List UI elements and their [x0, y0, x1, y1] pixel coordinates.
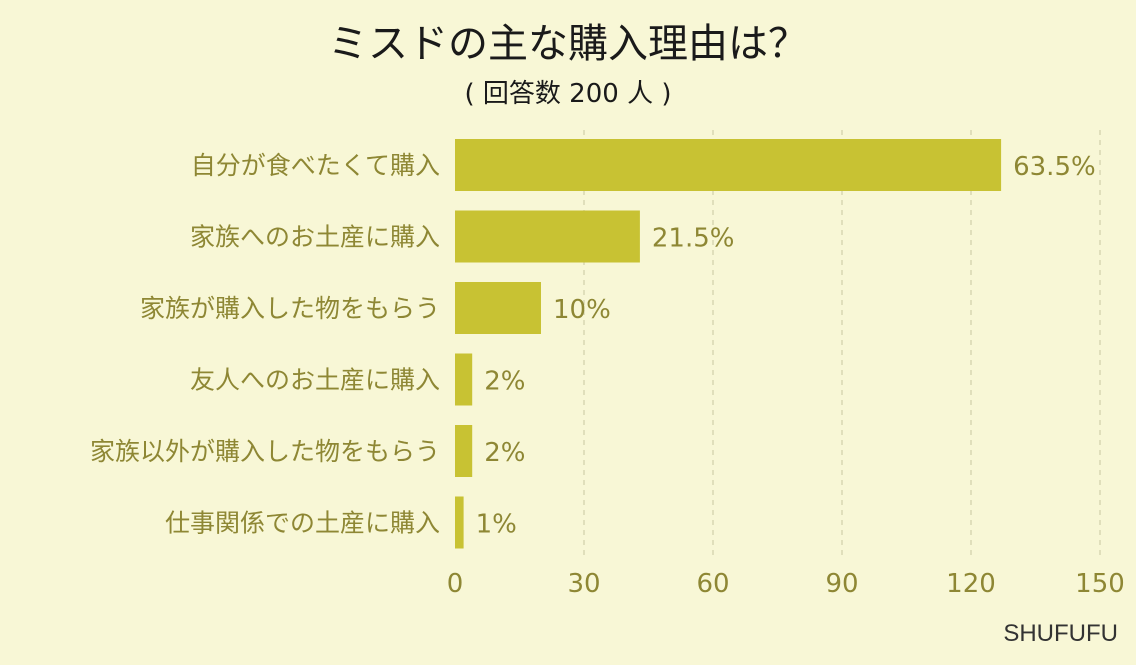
bar: [455, 425, 473, 477]
value-label: 63.5%: [1013, 152, 1096, 182]
category-labels: 自分が食べたくて購入家族へのお土産に購入家族が購入した物をもらう友人へのお土産に…: [90, 151, 440, 538]
x-tick-label: 90: [825, 569, 858, 599]
category-label: 家族以外が購入した物をもらう: [90, 437, 440, 466]
bar: [455, 210, 640, 263]
category-label: 家族が購入した物をもらう: [140, 294, 440, 323]
x-tick-label: 120: [946, 569, 996, 599]
category-label: 自分が食べたくて購入: [191, 151, 440, 180]
value-label: 2%: [484, 438, 525, 468]
x-tick-label: 60: [696, 569, 729, 599]
x-tick-label: 30: [567, 569, 600, 599]
value-label: 10%: [553, 295, 611, 325]
chart-title: ミスドの主な購入理由は？: [328, 21, 808, 67]
x-tick-label: 0: [447, 569, 464, 599]
bar: [455, 139, 1002, 191]
category-label: 仕事関係での土産に購入: [165, 509, 440, 538]
value-label: 21.5%: [652, 224, 735, 254]
bar: [455, 282, 541, 334]
value-labels: 63.5% 21.5% 10% 2% 2% 1%: [476, 152, 1096, 540]
grid-lines: [583, 130, 1101, 558]
x-axis-ticks: 0 30 60 90 120 150: [447, 569, 1125, 599]
category-label: 家族へのお土産に購入: [190, 223, 440, 252]
x-tick-label: 150: [1075, 569, 1125, 599]
value-label: 1%: [476, 510, 517, 540]
value-label: 2%: [484, 367, 525, 397]
bar: [455, 353, 473, 406]
bar: [455, 496, 464, 549]
bars: [455, 139, 1002, 549]
category-label: 友人へのお土産に購入: [190, 366, 440, 395]
credit-text: SHUFUFU: [1003, 620, 1118, 647]
chart-subtitle: ( 回答数 200 人 ): [465, 79, 672, 109]
